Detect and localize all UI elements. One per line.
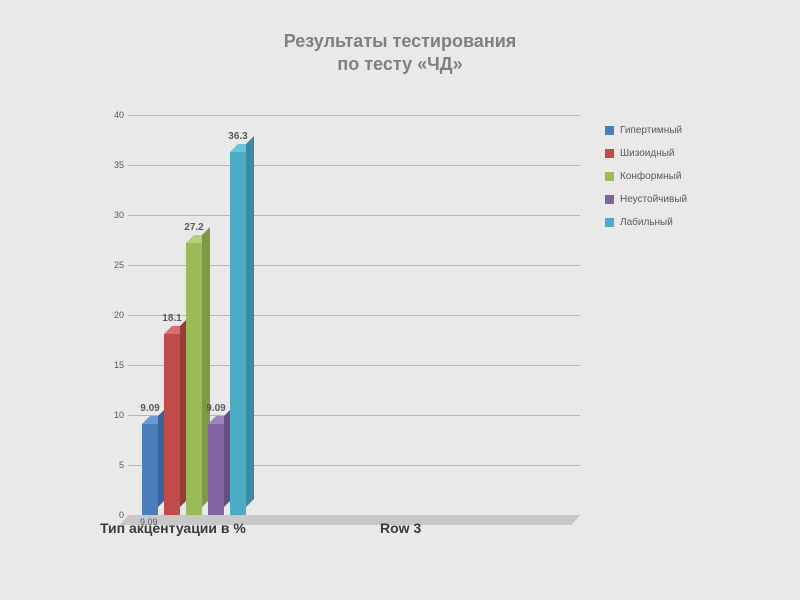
gridline [128,115,580,116]
bar-side [246,136,254,507]
chart-title: Результаты тестирования по тесту «ЧД» [0,30,800,77]
y-tick-label: 0 [110,510,124,520]
x-label-right: Row 3 [380,520,421,536]
legend-item: Шизоидный [605,148,687,159]
legend-label: Конформный [620,171,681,182]
plot-area: 9.09 18.1 27.2 9.09 36.3 [128,115,580,515]
legend-swatch [605,172,614,181]
bar: 18.1 [164,334,180,515]
bar-chart: 9.0918.127.29.0936.3 0510152025303540 [110,115,580,515]
legend-swatch [605,126,614,135]
y-tick-label: 15 [110,360,124,370]
x-label-sub: 9.09 [140,517,158,527]
title-line1: Результаты тестирования [284,31,517,51]
bar-value-label: 18.1 [162,313,181,324]
bar-value-label: 36.3 [228,131,247,142]
y-tick-label: 40 [110,110,124,120]
bar-value-label: 27.2 [184,222,203,233]
legend-item: Неустойчивый [605,194,687,205]
x-label-left: Тип акцентуации в % [100,520,246,536]
y-tick-label: 35 [110,160,124,170]
title-line2: по тесту «ЧД» [337,54,462,74]
gridline [128,215,580,216]
y-tick-label: 30 [110,210,124,220]
bar-front [164,334,180,515]
bar-front [142,424,158,515]
y-tick-label: 5 [110,460,124,470]
bar-front [230,152,246,515]
y-tick-label: 20 [110,310,124,320]
bar-value-label: 9.09 [140,403,159,414]
legend-label: Неустойчивый [620,194,687,205]
bar: 9.09 [208,424,224,515]
legend: Гипертимный Шизоидный Конформный Неустойчив… [605,125,687,240]
legend-item: Конформный [605,171,687,182]
bar: 9.09 [142,424,158,515]
legend-item: Гипертимный [605,125,687,136]
gridline [128,165,580,166]
bar: 36.3 [230,152,246,515]
legend-swatch [605,149,614,158]
bar: 27.2 [186,243,202,515]
legend-swatch [605,195,614,204]
y-tick-label: 10 [110,410,124,420]
legend-item: Лабильный [605,217,687,228]
bar-value-label: 9.09 [206,403,225,414]
bar-front [186,243,202,515]
legend-label: Гипертимный [620,125,682,136]
bar-front [208,424,224,515]
y-tick-label: 25 [110,260,124,270]
legend-swatch [605,218,614,227]
legend-label: Шизоидный [620,148,675,159]
page: Результаты тестирования по тесту «ЧД» 9.… [0,0,800,600]
legend-label: Лабильный [620,217,673,228]
